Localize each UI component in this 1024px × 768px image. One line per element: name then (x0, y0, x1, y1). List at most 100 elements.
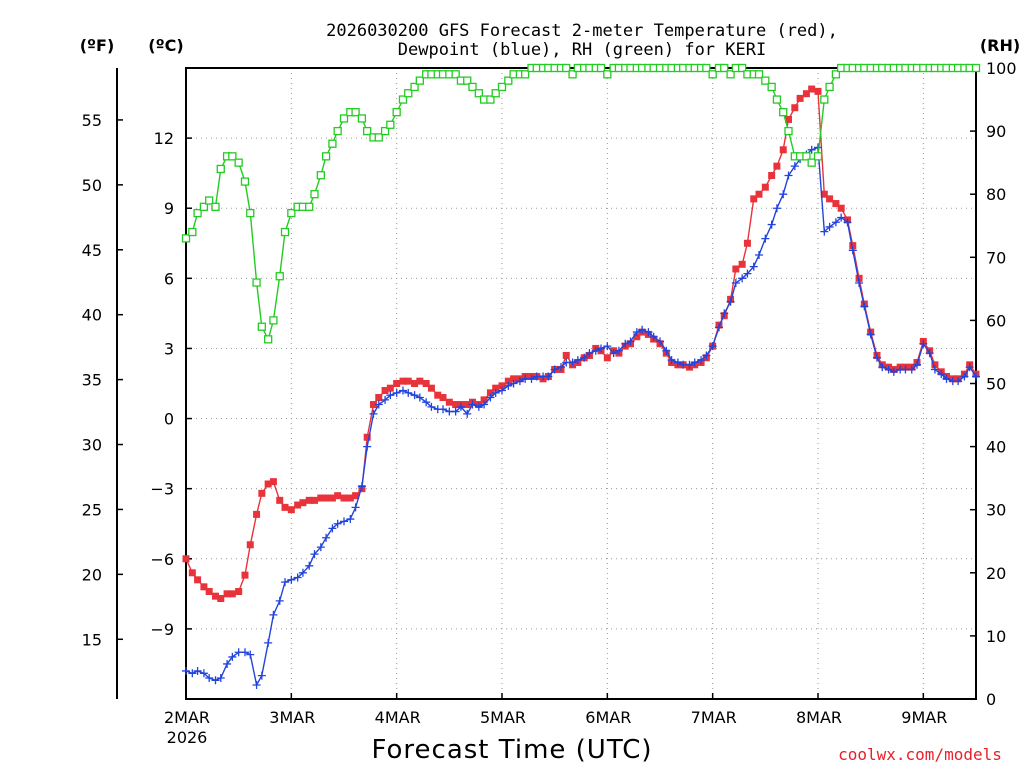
dewpoint-marker (340, 517, 348, 526)
temperature-marker (452, 401, 460, 409)
dewpoint-marker (708, 342, 717, 351)
rh-marker (568, 70, 577, 79)
dewpoint-marker (690, 358, 699, 367)
rh-marker (305, 202, 314, 211)
rh-marker (504, 76, 513, 85)
rh-tick-label: 90 (986, 122, 1006, 141)
rh-marker (264, 335, 273, 344)
dewpoint-marker (626, 337, 635, 346)
dewpoint-marker (954, 377, 963, 386)
dewpoint-marker (357, 482, 366, 491)
dewpoint-marker (731, 279, 740, 288)
temperature-marker (422, 380, 430, 387)
dewpoint-marker (544, 372, 553, 381)
dewpoint-marker (474, 402, 483, 411)
dewpoint-marker (573, 356, 582, 365)
dewpoint-marker (504, 381, 513, 390)
axes (116, 67, 977, 700)
dewpoint-marker (257, 671, 266, 680)
dewpoint-marker (667, 356, 676, 365)
rh-marker (708, 70, 717, 79)
temperature-marker (346, 494, 354, 502)
temperature-marker (352, 492, 360, 500)
rh-tick-label: 20 (986, 564, 1006, 583)
dewpoint-marker (328, 524, 337, 533)
dewpoint-marker (316, 543, 325, 552)
fahrenheit-tick-label: 45 (82, 241, 102, 260)
dewpoint-marker (872, 353, 881, 362)
x-tick-year-label: 2026 (167, 728, 208, 747)
dewpoint-marker (509, 379, 518, 388)
temperature-marker (416, 377, 424, 385)
temperature-marker (299, 499, 307, 507)
dewpoint-marker (585, 349, 594, 358)
rh-marker (257, 322, 266, 331)
rh-marker (287, 208, 296, 218)
rh-marker (603, 70, 612, 79)
rh-marker (726, 70, 735, 79)
x-axis-title: Forecast Time (UTC) (371, 735, 652, 765)
dewpoint-marker (468, 400, 477, 409)
temperature-marker (750, 195, 758, 203)
fahrenheit-tick-label: 50 (82, 176, 102, 195)
dewpoint-marker (726, 297, 735, 306)
dewpoint-marker (463, 409, 472, 418)
dewpoint-marker (860, 302, 869, 311)
temperature-marker (855, 274, 863, 282)
temperature-marker (411, 380, 419, 387)
celsius-tick-label: −9 (150, 620, 174, 639)
dewpoint-line (185, 146, 977, 687)
temperature-marker (311, 496, 319, 504)
rh-marker (971, 63, 981, 73)
temperature-marker (755, 190, 763, 198)
dewpoint-marker (351, 503, 360, 512)
x-tick-label: 4MAR (375, 708, 421, 727)
rh-marker (825, 82, 834, 92)
dewpoint-marker (930, 365, 939, 374)
dewpoint-marker (240, 648, 249, 657)
dewpoint-marker (480, 400, 489, 409)
rh-marker (252, 278, 261, 287)
dewpoint-series (182, 143, 980, 689)
temperature-marker (393, 380, 401, 387)
source-credit: coolwx.com/models (838, 745, 1002, 764)
temperature-marker (258, 489, 266, 497)
dewpoint-marker (972, 372, 980, 381)
fahrenheit-unit-label: (ºF) (80, 36, 115, 55)
dewpoint-marker (960, 372, 969, 381)
rh-marker (497, 82, 507, 92)
temperature-marker (363, 433, 371, 441)
dewpoint-marker (825, 222, 834, 231)
dewpoint-marker (790, 162, 799, 171)
rh-marker (188, 227, 197, 237)
rh-marker (738, 63, 747, 73)
temperature-marker (743, 239, 751, 247)
temperature-marker (773, 162, 781, 170)
temperature-marker (253, 510, 261, 518)
dewpoint-marker (211, 676, 220, 685)
dewpoint-marker (942, 374, 951, 383)
rh-marker (404, 89, 413, 98)
fahrenheit-tick-label: 40 (82, 306, 102, 325)
rh-tick-label: 40 (986, 438, 1006, 457)
celsius-tick-label: −6 (150, 550, 174, 569)
dewpoint-marker (293, 573, 302, 582)
rh-marker (328, 139, 337, 148)
dewpoint-marker (597, 344, 606, 353)
temperature-marker (386, 384, 394, 392)
temperature-marker (375, 394, 383, 402)
dewpoint-marker (807, 145, 816, 154)
dewpoint-marker (275, 596, 284, 605)
dewpoint-marker (415, 393, 424, 402)
dewpoint-marker (837, 213, 846, 222)
rh-marker (333, 126, 342, 136)
temperature-marker (381, 387, 389, 395)
dewpoint-marker (333, 519, 342, 528)
dewpoint-marker (287, 575, 296, 584)
dewpoint-marker (772, 204, 781, 213)
grid-lines (186, 68, 976, 699)
rh-marker (415, 76, 424, 85)
dewpoint-marker (662, 346, 671, 355)
dewpoint-marker (907, 365, 916, 374)
rh-marker (813, 152, 823, 161)
